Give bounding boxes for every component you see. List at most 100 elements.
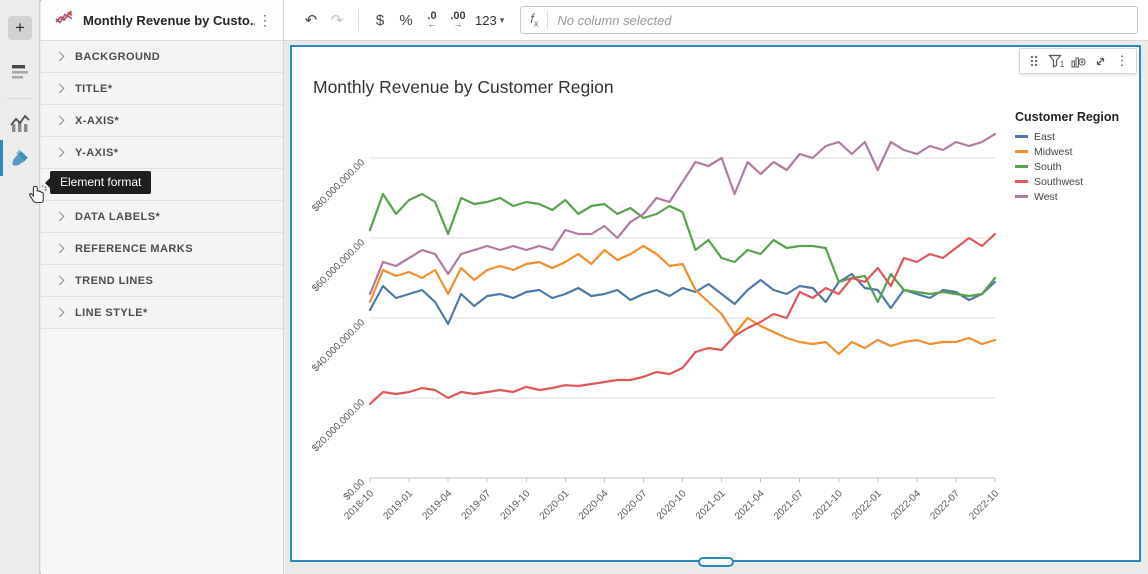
number-format-dropdown[interactable]: 123 ▾ [475, 12, 505, 28]
decrease-decimals-button[interactable]: .0 ← [427, 10, 437, 29]
format-panel-title: Monthly Revenue by Custo... [83, 12, 255, 28]
legend-label: Midwest [1034, 145, 1073, 158]
format-sections: BACKGROUND TITLE* X-AXIS* Y-AXIS* DATA LABEL… [41, 41, 283, 329]
series-line-west [368, 132, 997, 296]
element-format-paintbrush-icon[interactable] [8, 146, 32, 170]
formula-input[interactable] [557, 12, 1128, 28]
format-section-label: X-AXIS* [75, 114, 120, 127]
legend-swatch [1015, 150, 1028, 153]
x-axis-tick-label: 2021-07 [772, 488, 806, 522]
chevron-right-icon [54, 275, 65, 286]
format-section-label: BACKGROUND [75, 50, 161, 63]
legend-swatch [1015, 165, 1028, 168]
x-axis-tick-label: 2020-04 [577, 488, 611, 522]
x-axis-tick-label: 2019-10 [499, 488, 533, 522]
formatting-toolbar: ↶ ↷ $ % .0 ← .00 → 123 ▾ fx [284, 0, 1148, 41]
y-axis-tick-label: $60,000,000.00 [310, 237, 367, 294]
legend-item-east[interactable]: East [1015, 129, 1119, 144]
chart-element[interactable]: Monthly Revenue by Customer Region $0.00… [290, 45, 1141, 567]
workbook-canvas[interactable]: Monthly Revenue by Customer Region $0.00… [284, 41, 1148, 574]
undo-button[interactable]: ↶ [304, 12, 318, 29]
legend-label: Southwest [1034, 175, 1084, 188]
format-panel-header: Monthly Revenue by Custo... ⋮ [41, 0, 283, 41]
maximize-button[interactable] [1089, 50, 1111, 72]
panel-kebab-menu[interactable]: ⋮ [258, 11, 272, 28]
element-toolbar: 1 ⋮ [1019, 48, 1137, 74]
legend-item-south[interactable]: South [1015, 159, 1119, 174]
x-axis-tick-label: 2022-10 [967, 488, 1001, 522]
x-axis-tick-label: 2020-10 [655, 488, 689, 522]
chevron-down-icon: ▾ [499, 14, 505, 25]
x-axis-tick-label: 2019-04 [421, 488, 455, 522]
x-axis-tick-label: 2020-07 [616, 488, 650, 522]
create-child-element-button[interactable] [1067, 50, 1089, 72]
format-section-line-style[interactable]: LINE STYLE* [41, 297, 283, 329]
legend-title: Customer Region [1015, 110, 1120, 124]
x-axis-tick-label: 2019-07 [460, 488, 494, 522]
chart-element-icon[interactable] [8, 112, 32, 136]
mouse-hand-cursor [28, 185, 47, 212]
x-axis-tick-label: 2020-01 [538, 488, 572, 522]
legend-swatch [1015, 135, 1028, 138]
redo-button[interactable]: ↷ [330, 12, 344, 29]
fx-icon: fx [530, 11, 539, 29]
filter-button[interactable]: 1 [1045, 50, 1067, 72]
chart-title: Monthly Revenue by Customer Region [313, 77, 614, 97]
format-section-label: Y-AXIS* [75, 146, 119, 159]
format-section-background[interactable]: BACKGROUND [41, 41, 283, 73]
element-resize-handle[interactable] [697, 557, 734, 567]
legend-swatch [1015, 195, 1028, 198]
currency-format-button[interactable]: $ [375, 11, 385, 29]
format-section-label: TREND LINES [75, 274, 154, 287]
format-section-label: LINE STYLE* [75, 306, 148, 319]
add-element-button[interactable]: + [8, 16, 32, 40]
toolbar-divider [358, 10, 359, 30]
legend-label: West [1034, 190, 1058, 203]
format-section-reference-marks[interactable]: REFERENCE MARKS [41, 233, 283, 265]
series-line-southwest [368, 232, 997, 406]
series-line-midwest [368, 244, 997, 356]
chevron-right-icon [54, 83, 65, 94]
x-axis-tick-label: 2021-01 [694, 488, 728, 522]
legend-item-midwest[interactable]: Midwest [1015, 144, 1119, 159]
line-chart-plot[interactable]: $0.00$20,000,000.00$40,000,000.00$60,000… [292, 47, 1139, 560]
x-axis-tick-label: 2021-04 [733, 488, 767, 522]
y-axis-tick-label: $80,000,000.00 [310, 157, 367, 214]
format-section-label: DATA LABELS* [75, 210, 161, 223]
right-arrow-icon: → [453, 19, 463, 29]
page-outline-icon[interactable] [8, 60, 32, 84]
series-line-east [368, 272, 997, 326]
chart-legend: Customer Region East Midwest South Southwes… [1015, 110, 1119, 204]
y-axis-tick-label: $20,000,000.00 [310, 397, 367, 454]
formula-bar[interactable]: fx [520, 6, 1138, 34]
x-axis-tick-label: 2019-01 [381, 488, 415, 522]
rail-divider [7, 98, 32, 99]
format-section-title[interactable]: TITLE* [41, 73, 283, 105]
x-axis-tick-label: 2022-04 [889, 488, 923, 522]
format-section-x-axis[interactable]: X-AXIS* [41, 105, 283, 137]
y-axis-tick-label: $40,000,000.00 [310, 317, 367, 374]
drag-handle-icon[interactable] [1023, 50, 1045, 72]
format-section-data-labels[interactable]: DATA LABELS* [41, 201, 283, 233]
element-format-tooltip: Element format [44, 171, 152, 194]
element-kebab-menu[interactable]: ⋮ [1115, 53, 1129, 68]
percent-format-button[interactable]: % [399, 11, 413, 29]
format-section-y-axis[interactable]: Y-AXIS* [41, 137, 283, 169]
filter-count-badge: 1 [1059, 60, 1065, 69]
format-section-trend-lines[interactable]: TREND LINES [41, 265, 283, 297]
chevron-right-icon [54, 307, 65, 318]
x-axis-tick-label: 2021-10 [811, 488, 845, 522]
chevron-right-icon [54, 147, 65, 158]
legend-item-west[interactable]: West [1015, 189, 1119, 204]
legend-label: South [1034, 160, 1062, 173]
format-section-label: TITLE* [75, 82, 113, 95]
chevron-right-icon [54, 243, 65, 254]
legend-swatch [1015, 180, 1028, 183]
legend-item-southwest[interactable]: Southwest [1015, 174, 1119, 189]
increase-decimals-button[interactable]: .00 → [450, 10, 466, 29]
chevron-right-icon [54, 51, 65, 62]
left-icon-rail: + [0, 0, 40, 574]
left-arrow-icon: ← [427, 19, 437, 29]
format-section-label: REFERENCE MARKS [75, 242, 193, 255]
